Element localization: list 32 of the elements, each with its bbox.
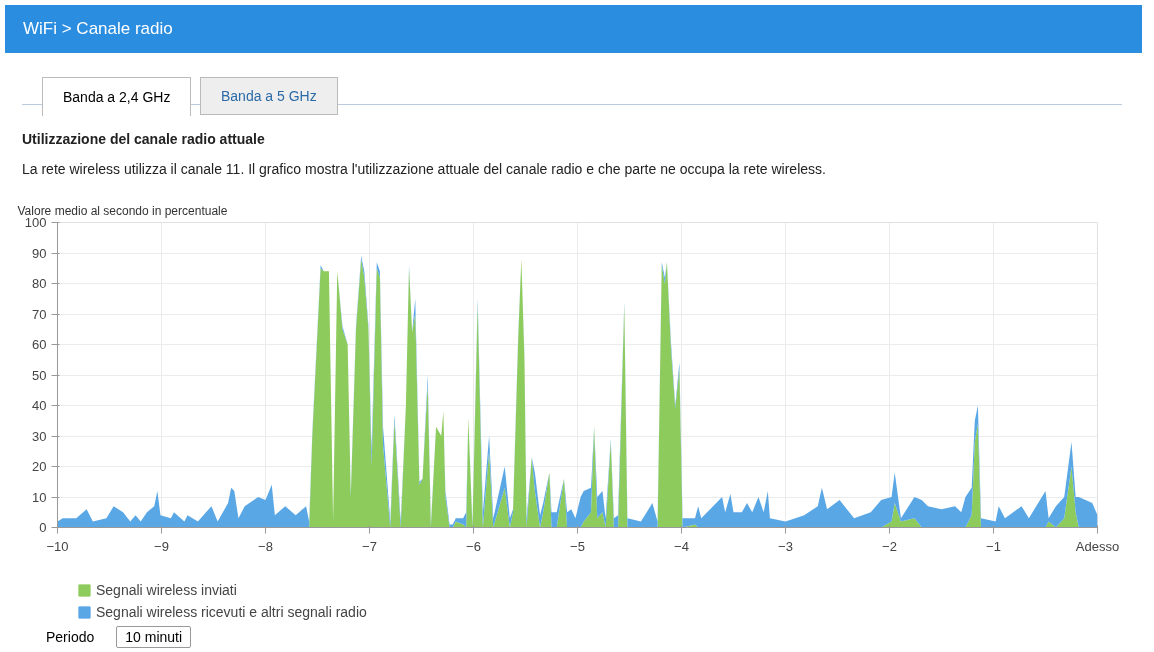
x-tick-label: −5 bbox=[570, 538, 585, 554]
x-tick-label: −8 bbox=[258, 538, 273, 554]
x-tick-label: −6 bbox=[466, 538, 481, 554]
y-tick-label: 60 bbox=[32, 337, 47, 352]
chart-subtitle: La rete wireless utilizza il canale 11. Il grafico mostra l'utilizzazione attuale del canale radio e che parte ne occupa la rete wireless. bbox=[22, 160, 826, 179]
x-tick-label: −2 bbox=[882, 538, 897, 554]
x-tick-label: −10 bbox=[46, 538, 69, 554]
y-tick-label: 50 bbox=[32, 367, 47, 383]
y-tick-label: 40 bbox=[32, 398, 47, 413]
text: Banda a 5 GHz bbox=[200, 77, 338, 115]
y-axis-title: Valore medio al secondo in percentuale bbox=[17, 203, 228, 218]
y-tick-label: 30 bbox=[32, 428, 47, 444]
x-tick-label: −1 bbox=[986, 538, 1001, 554]
text: WiFi > Canale radio bbox=[5, 5, 1142, 53]
x-tick-label: Adesso bbox=[1075, 538, 1120, 554]
y-tick-label: 0 bbox=[39, 520, 47, 535]
x-tick-label: −7 bbox=[362, 538, 377, 554]
x-tick-label: −9 bbox=[154, 538, 169, 554]
legend-label: Segnali wireless ricevuti e altri segnali radio bbox=[96, 604, 367, 620]
x-tick-label: −3 bbox=[778, 538, 793, 554]
text: Banda a 2,4 GHz bbox=[42, 77, 192, 116]
y-tick-label: 70 bbox=[32, 306, 47, 322]
y-tick-label: 100 bbox=[24, 215, 47, 230]
legend-label: Segnali wireless inviati bbox=[96, 582, 237, 598]
y-tick-label: 80 bbox=[32, 276, 47, 291]
chart-title: Utilizzazione del canale radio attuale bbox=[22, 130, 265, 149]
x-tick-label: −4 bbox=[674, 538, 689, 554]
y-tick-label: 20 bbox=[32, 459, 47, 474]
text: 10 minuti bbox=[116, 626, 192, 648]
text: Periodo bbox=[46, 629, 95, 645]
y-tick-label: 90 bbox=[32, 245, 47, 261]
y-tick-label: 10 bbox=[32, 489, 47, 505]
